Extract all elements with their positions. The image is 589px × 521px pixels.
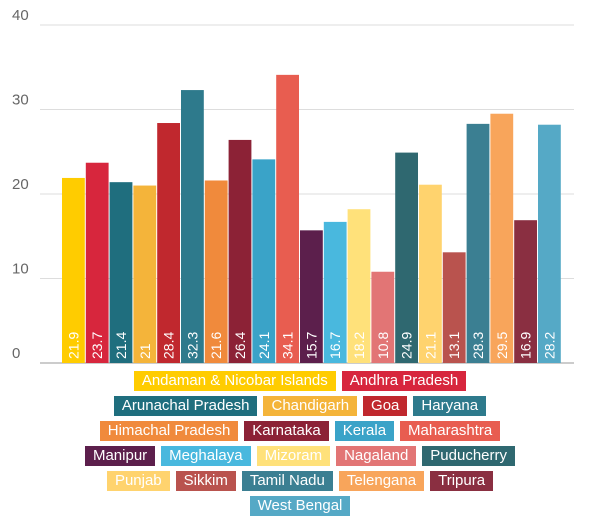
legend-row: Manipur Meghalaya Mizoram Nagaland Puducherr…	[30, 446, 570, 466]
y-tick-label: 40	[12, 7, 29, 24]
legend-item[interactable]: Tamil Nadu	[241, 471, 333, 491]
y-tick-label: 10	[12, 261, 29, 278]
bar-value-label: 15.7	[303, 332, 319, 359]
legend-item[interactable]: Chandigarh	[263, 396, 358, 416]
legend-item[interactable]: Nagaland	[336, 446, 417, 466]
bar[interactable]	[133, 185, 157, 363]
bar-value-label: 18.2	[351, 332, 367, 359]
bar-value-label: 26.4	[232, 332, 248, 359]
legend-item[interactable]: Manipur	[84, 446, 156, 466]
legend-row: Andaman & Nicobar Islands Andhra Pradesh	[30, 371, 570, 391]
bar-value-label: 34.1	[280, 332, 296, 359]
legend-item[interactable]: West Bengal	[249, 496, 351, 516]
legend-item[interactable]: Maharashtra	[400, 421, 501, 441]
legend-item[interactable]: Puducherry	[422, 446, 516, 466]
bar[interactable]	[538, 124, 561, 364]
legend-item[interactable]: Meghalaya	[161, 446, 251, 466]
bar-value-label: 10.8	[375, 332, 391, 359]
bar-value-label: 24.1	[256, 332, 272, 359]
bar[interactable]	[252, 159, 276, 363]
bar[interactable]	[62, 177, 85, 363]
bar[interactable]	[157, 123, 180, 364]
y-tick-label: 20	[12, 176, 29, 193]
legend-item[interactable]: Sikkim	[175, 471, 236, 491]
bar[interactable]	[442, 252, 466, 363]
legend-item[interactable]: Haryana	[413, 396, 487, 416]
bar-value-label: 16.9	[518, 332, 534, 359]
legend-item[interactable]: Mizoram	[256, 446, 331, 466]
legend-row: West Bengal	[30, 496, 570, 516]
bar-value-label: 21.9	[65, 332, 81, 359]
bar[interactable]	[181, 90, 204, 363]
legend: Andaman & Nicobar Islands Andhra Pradesh A…	[30, 371, 570, 521]
legend-row: Punjab Sikkim Tamil Nadu Telengana Tripura	[30, 471, 570, 491]
bar[interactable]	[109, 182, 133, 363]
bar[interactable]	[466, 123, 490, 364]
bar[interactable]	[204, 180, 228, 363]
bar-value-label: 32.3	[184, 332, 200, 359]
bar[interactable]	[323, 221, 347, 363]
bar[interactable]	[228, 139, 252, 363]
legend-item[interactable]: Goa	[363, 396, 408, 416]
bar-value-label: 24.9	[399, 332, 415, 359]
bar[interactable]	[371, 271, 395, 363]
bar[interactable]	[514, 220, 537, 363]
bar[interactable]	[300, 230, 323, 363]
legend-row: Arunachal Pradesh Chandigarh Goa Haryana	[30, 396, 570, 416]
bar[interactable]	[347, 209, 371, 363]
legend-item[interactable]: Tripura	[430, 471, 494, 491]
bar-value-label: 28.3	[470, 332, 486, 359]
bar-value-label: 21.4	[113, 332, 129, 359]
bar[interactable]	[276, 74, 299, 363]
legend-item[interactable]: Andaman & Nicobar Islands	[133, 371, 336, 391]
y-tick-label: 0	[12, 345, 20, 362]
legend-row: Himachal Pradesh Karnataka Kerala Maharasht…	[30, 421, 570, 441]
legend-item[interactable]: Andhra Pradesh	[341, 371, 467, 391]
bar[interactable]	[419, 184, 442, 363]
bar-value-label: 21	[137, 343, 153, 359]
bar-value-label: 21.6	[208, 332, 224, 359]
bar[interactable]	[490, 113, 514, 363]
bar-value-label: 16.7	[327, 332, 343, 359]
legend-item[interactable]: Himachal Pradesh	[99, 421, 239, 441]
legend-item[interactable]: Karnataka	[244, 421, 329, 441]
bar-value-label: 29.5	[494, 332, 510, 359]
bar[interactable]	[395, 152, 418, 363]
legend-item[interactable]: Kerala	[334, 421, 395, 441]
bar-value-label: 28.4	[161, 332, 177, 359]
legend-item[interactable]: Arunachal Pradesh	[113, 396, 258, 416]
bar[interactable]	[85, 162, 109, 363]
y-tick-label: 30	[12, 92, 29, 109]
bar-value-label: 28.2	[541, 332, 557, 359]
bar-value-label: 13.1	[446, 332, 462, 359]
legend-item[interactable]: Punjab	[106, 471, 170, 491]
legend-item[interactable]: Telengana	[338, 471, 425, 491]
bar-value-label: 21.1	[422, 332, 438, 359]
bar-value-label: 23.7	[89, 332, 105, 359]
